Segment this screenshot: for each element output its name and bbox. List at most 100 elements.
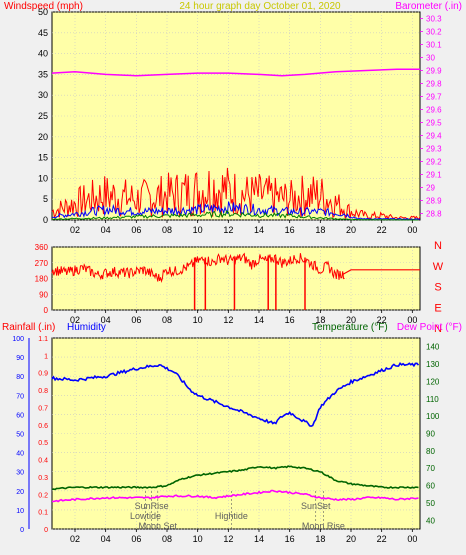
direction-tick-label: 180 — [35, 275, 49, 284]
windspeed-tick-label: 0 — [43, 215, 48, 225]
humidity-tick-label: 60 — [16, 412, 24, 419]
temperature-tick-label: 100 — [426, 412, 440, 421]
direction-tick-label: 0 — [44, 306, 49, 315]
wind-direction-line — [51, 252, 345, 284]
windspeed-avg-line — [51, 201, 421, 221]
windspeed-tick-label: 40 — [38, 49, 48, 59]
barometer-tick-label: 30.1 — [426, 41, 442, 50]
chart_data.0-xtick-label: 20 — [346, 225, 356, 235]
barometer-tick-label: 29.6 — [426, 106, 442, 115]
windspeed-tick-label: 25 — [38, 111, 48, 121]
dewpoint-line — [51, 489, 419, 503]
chart_data.1-xtick-label: 14 — [254, 315, 264, 325]
rainfall-tick-label: 0 — [44, 527, 48, 534]
windspeed-tick-label: 5 — [43, 194, 48, 204]
humidity-tick-label: 70 — [16, 393, 24, 400]
event-label: SunSet — [301, 501, 331, 511]
temperature-axis-label: Temperature (°F) — [312, 322, 388, 333]
chart_data.2-xtick-label: 16 — [285, 534, 295, 544]
windspeed-tick-label: 15 — [38, 153, 48, 163]
barometer-tick-label: 29.8 — [426, 80, 442, 89]
chart_data.2-xtick-label: 02 — [70, 534, 80, 544]
direction-tick-label: 270 — [35, 259, 49, 268]
chart_data.0-xtick-label: 02 — [70, 225, 80, 235]
barometer-tick-label: 30.2 — [426, 28, 442, 37]
chart_data.2-xtick-label: 20 — [346, 534, 356, 544]
rainfall-tick-label: 0.1 — [38, 510, 48, 517]
humidity-tick-label: 0 — [20, 527, 24, 534]
barometer-tick-label: 29.3 — [426, 145, 442, 154]
direction-tick-label: 360 — [35, 243, 49, 252]
chart_data.1-xtick-label: 08 — [162, 315, 172, 325]
rainfall-tick-label: 0.3 — [38, 475, 48, 482]
chart_data.1-xtick-label: 18 — [315, 315, 325, 325]
event-label: SunRise — [135, 501, 169, 511]
rainfall-tick-label: 0.9 — [38, 371, 48, 378]
chart_data.2-xtick-label: 12 — [223, 534, 233, 544]
humidity-tick-label: 30 — [16, 470, 24, 477]
temperature-tick-label: 140 — [426, 343, 440, 352]
temperature-line — [51, 465, 419, 491]
barometer-tick-label: 29.9 — [426, 67, 442, 76]
barometer-tick-label: 29.2 — [426, 158, 442, 167]
windspeed-tick-label: 50 — [38, 7, 48, 17]
chart_data.2-xtick-label: 22 — [377, 534, 387, 544]
chart_data.0-xtick-label: 08 — [162, 225, 172, 235]
barometer-tick-label: 29.1 — [426, 171, 442, 180]
barometer-axis-label: Barometer (.in) — [395, 1, 462, 12]
barometer-line — [51, 68, 420, 77]
chart_data.0-xtick-label: 16 — [285, 225, 295, 235]
direction-tick-label: 90 — [39, 290, 48, 299]
temperature-tick-label: 60 — [426, 482, 435, 491]
windspeed-tick-label: 20 — [38, 132, 48, 142]
event-label: Moon Set — [139, 521, 178, 531]
barometer-tick-label: 30.3 — [426, 15, 442, 24]
temperature-tick-label: 70 — [426, 464, 435, 473]
temperature-tick-label: 40 — [426, 516, 435, 525]
windspeed-axis-label: Windspeed (mph) — [4, 1, 83, 12]
humidity-tick-label: 50 — [16, 432, 24, 439]
chart_data.0-xtick-label: 14 — [254, 225, 264, 235]
chart_data.1-xtick-label: 12 — [223, 315, 233, 325]
rainfall-tick-label: 1 — [44, 353, 48, 360]
chart_data.2-xtick-label: 08 — [162, 534, 172, 544]
event-label: Moon Rise — [302, 521, 345, 531]
humidity-tick-label: 10 — [16, 508, 24, 515]
chart_data.2-xtick-label: 04 — [101, 534, 111, 544]
compass-label: W — [433, 261, 444, 273]
chart_data.1-xtick-label: 10 — [193, 315, 203, 325]
compass-label: E — [434, 302, 441, 314]
rainfall-axis-label: Rainfall (.in) — [2, 322, 55, 333]
barometer-tick-label: 29.7 — [426, 93, 442, 102]
humidity-line — [51, 361, 420, 428]
chart_data.0-xtick-label: 12 — [223, 225, 233, 235]
temperature-tick-label: 120 — [426, 377, 440, 386]
rainfall-tick-label: 0.6 — [38, 423, 48, 430]
barometer-tick-label: 28.9 — [426, 197, 442, 206]
chart_data.1-xtick-label: 02 — [70, 315, 80, 325]
chart_data.0-xtick-label: 00 — [407, 225, 417, 235]
humidity-tick-label: 90 — [16, 355, 24, 362]
chart_data.0-xtick-label: 10 — [193, 225, 203, 235]
chart_data.2-xtick-label: 18 — [315, 534, 325, 544]
humidity-tick-label: 40 — [16, 451, 24, 458]
chart_data.0-xtick-label: 06 — [131, 225, 141, 235]
wind-direction-tail-line — [343, 269, 420, 275]
chart_data.0-xtick-label: 04 — [101, 225, 111, 235]
chart_data.2-xtick-label: 00 — [407, 534, 417, 544]
chart_data.1-xtick-label: 16 — [285, 315, 295, 325]
temperature-tick-label: 50 — [426, 499, 435, 508]
dewpoint-axis-label: Dew Point (°F) — [397, 322, 462, 333]
chart_data.1-xtick-label: 04 — [101, 315, 111, 325]
barometer-tick-label: 29 — [426, 184, 435, 193]
rainfall-tick-label: 1.1 — [38, 336, 48, 343]
chart_data.1-xtick-label: 20 — [346, 315, 356, 325]
chart_data.2-xtick-label: 10 — [193, 534, 203, 544]
chart_data.2-xtick-label: 14 — [254, 534, 264, 544]
chart_data.0-xtick-label: 22 — [377, 225, 387, 235]
humidity-tick-label: 100 — [12, 336, 24, 343]
chart_data.1-xtick-label: 00 — [407, 315, 417, 325]
humidity-axis-label: Humidity — [67, 322, 106, 333]
chart_data.1-xtick-label: 22 — [377, 315, 387, 325]
